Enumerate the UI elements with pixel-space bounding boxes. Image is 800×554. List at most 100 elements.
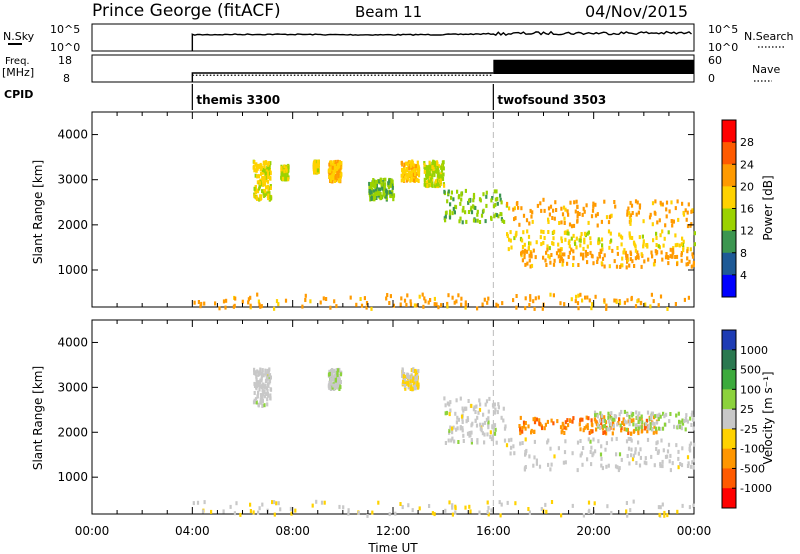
velocity-cell <box>258 506 261 511</box>
velocity-cell <box>635 415 638 420</box>
power-cell <box>688 259 691 264</box>
velocity-cell <box>600 421 603 426</box>
velocity-region-5 <box>593 409 695 432</box>
velocity-cell <box>649 414 653 419</box>
power-cell <box>368 189 371 193</box>
velocity-cell <box>638 411 641 416</box>
power-cell <box>544 258 547 263</box>
velocity-cell <box>593 501 596 506</box>
velocity-cell <box>677 465 680 470</box>
velocity-cell <box>528 454 531 459</box>
power-cell <box>636 200 639 205</box>
power-cell <box>462 205 465 210</box>
velocity-cell <box>409 381 412 386</box>
power-cell <box>592 201 595 206</box>
power-cell <box>608 245 611 250</box>
velocity-cell <box>688 443 691 448</box>
velocity-cell <box>650 416 653 421</box>
power-cell <box>546 244 549 249</box>
power-cell <box>273 306 276 311</box>
velocity-cell <box>595 427 598 432</box>
power-cell <box>574 209 577 214</box>
velocity-cell <box>269 387 272 392</box>
velocity-cell <box>503 426 507 431</box>
velocity-cell <box>470 438 473 442</box>
velocity-cell <box>327 372 331 377</box>
velocity-cell <box>631 413 634 418</box>
velocity-cell <box>562 423 565 428</box>
velocity-cell <box>407 385 410 390</box>
power-cell <box>281 176 285 181</box>
velocity-cell <box>338 504 341 509</box>
power-cell <box>255 165 258 170</box>
power-cell <box>634 199 638 204</box>
velocity-cell <box>538 421 541 426</box>
velocity-cell <box>625 427 628 432</box>
power-cell <box>568 250 571 255</box>
time-tick-label-3: 12:00 <box>376 524 411 538</box>
power-cell <box>579 292 582 297</box>
velocity-cell <box>260 376 263 381</box>
power-cell <box>441 175 444 180</box>
velocity-cell <box>661 464 664 469</box>
power-cell <box>657 303 660 308</box>
velocity-cell <box>465 419 468 424</box>
velocity-cell <box>565 426 568 431</box>
power-cell <box>643 259 646 264</box>
velocity-cell <box>524 421 527 425</box>
velocity-cell <box>610 510 613 515</box>
power-cell <box>258 197 261 202</box>
velocity-cell <box>673 424 676 429</box>
velocity-cell <box>331 377 334 382</box>
power-cell <box>436 161 439 166</box>
velocity-cell <box>478 407 482 412</box>
velocity-cell <box>580 451 583 456</box>
velocity-cell <box>545 509 548 514</box>
power-cell <box>521 245 525 249</box>
power-cell <box>524 296 527 301</box>
velocity-cell <box>401 505 404 510</box>
velocity-cell <box>510 437 513 442</box>
velocity-cell <box>507 438 511 443</box>
power-cell <box>591 302 594 307</box>
velocity-cell <box>654 426 658 431</box>
velocity-ytick-label-0: 1000 <box>57 470 88 484</box>
power-cell <box>572 233 575 238</box>
power-cell <box>410 163 413 168</box>
power-cell <box>597 237 600 242</box>
velocity-cell <box>530 428 533 433</box>
velocity-cell <box>607 419 611 424</box>
velocity-cell <box>399 502 402 506</box>
power-cell <box>559 301 562 306</box>
power-cell <box>423 169 426 174</box>
power-cell <box>515 230 518 235</box>
velocity-cell <box>410 375 414 380</box>
power-cell <box>506 232 509 237</box>
power-cell <box>546 247 549 252</box>
power-cell <box>253 194 256 199</box>
velocity-cell <box>639 419 642 424</box>
power-cell <box>449 209 452 214</box>
power-cell <box>521 249 524 254</box>
power-cell <box>495 213 499 218</box>
velocity-cell <box>459 396 462 401</box>
power-cell <box>625 256 628 260</box>
power-cell <box>406 167 409 171</box>
power-cell <box>384 182 387 187</box>
power-cell <box>547 220 550 224</box>
power-cell <box>626 298 629 303</box>
power-cell <box>524 248 527 253</box>
velocity-cell <box>639 447 642 452</box>
nave-label: Nave <box>752 63 780 76</box>
velocity-cell <box>661 502 664 507</box>
power-cell <box>494 212 497 217</box>
velocity-cell <box>644 456 647 461</box>
power-cell <box>437 172 440 177</box>
power-cell <box>313 159 316 164</box>
power-cell <box>261 189 264 194</box>
power-cell <box>680 258 683 263</box>
power-cell <box>674 302 677 306</box>
velocity-ytick-label-3: 4000 <box>57 335 88 349</box>
power-cell <box>403 298 407 303</box>
